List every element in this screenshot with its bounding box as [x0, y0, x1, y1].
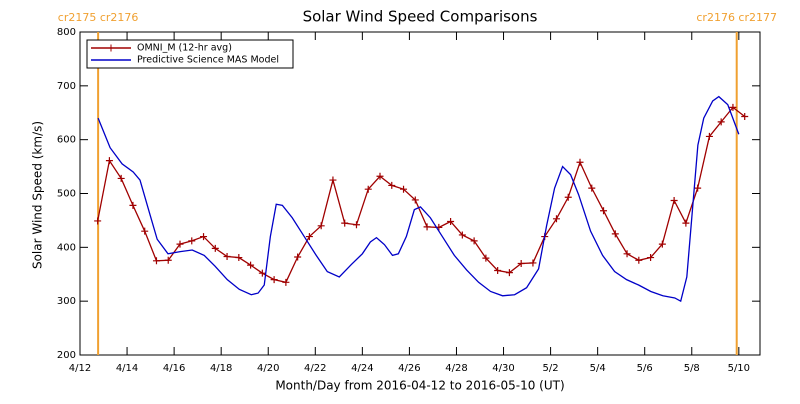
- x-tick-label: 5/6: [637, 363, 653, 374]
- point-marker: [94, 217, 102, 225]
- x-tick-label: 5/8: [684, 363, 700, 374]
- chart-title: Solar Wind Speed Comparisons: [303, 8, 538, 26]
- x-tick-label: 5/4: [590, 363, 606, 374]
- point-marker: [600, 207, 608, 215]
- point-marker: [729, 103, 737, 111]
- y-tick-label: 500: [57, 189, 76, 200]
- y-axis-label: Solar Wind Speed (km/s): [31, 121, 45, 269]
- point-marker: [282, 278, 290, 286]
- point-marker: [352, 221, 360, 229]
- point-marker: [741, 113, 749, 121]
- annotation-label: cr2175 cr2176: [58, 11, 139, 24]
- point-marker: [223, 252, 231, 260]
- point-marker: [364, 185, 372, 193]
- point-marker: [200, 233, 208, 241]
- point-marker: [152, 257, 160, 265]
- point-marker: [529, 259, 537, 267]
- point-marker: [188, 237, 196, 245]
- point-marker: [117, 174, 125, 182]
- point-marker: [647, 254, 655, 262]
- point-marker: [717, 118, 725, 126]
- point-marker: [105, 157, 113, 165]
- point-marker: [317, 222, 325, 230]
- point-marker: [247, 261, 255, 269]
- point-marker: [141, 227, 149, 235]
- point-marker: [376, 172, 384, 180]
- x-tick-label: 5/10: [728, 363, 750, 374]
- point-marker: [411, 196, 419, 204]
- series-line: [97, 106, 746, 284]
- point-marker: [482, 254, 490, 262]
- point-marker: [270, 276, 278, 284]
- point-marker: [588, 184, 596, 192]
- point-marker: [517, 259, 525, 267]
- y-tick-label: 400: [57, 242, 76, 253]
- annotation-label: cr2176 cr2177: [696, 11, 777, 24]
- y-tick-label: 800: [57, 27, 76, 38]
- point-marker: [388, 181, 396, 189]
- y-tick-label: 600: [57, 135, 76, 146]
- point-marker: [682, 219, 690, 227]
- point-marker: [305, 233, 313, 241]
- point-marker: [176, 240, 184, 248]
- point-marker: [694, 184, 702, 192]
- point-marker: [494, 266, 502, 274]
- point-marker: [505, 269, 513, 277]
- point-marker: [400, 185, 408, 193]
- point-marker: [258, 269, 266, 277]
- x-tick-label: 4/22: [304, 363, 326, 374]
- x-tick-label: 4/16: [163, 363, 185, 374]
- y-tick-label: 200: [57, 350, 76, 361]
- x-tick-label: 4/28: [445, 363, 467, 374]
- point-marker: [458, 231, 466, 239]
- legend-box: [86, 39, 294, 69]
- y-tick-label: 300: [57, 296, 76, 307]
- legend-label: OMNI_M (12-hr avg): [137, 43, 232, 54]
- point-marker: [164, 256, 172, 264]
- x-tick-label: 4/14: [116, 363, 138, 374]
- point-marker: [658, 240, 666, 248]
- point-marker: [470, 237, 478, 245]
- point-marker: [611, 230, 619, 238]
- x-tick-label: 5/2: [543, 363, 559, 374]
- point-marker: [423, 223, 431, 231]
- x-tick-label: 4/24: [351, 363, 373, 374]
- point-marker: [564, 193, 572, 201]
- legend-label: Predictive Science MAS Model: [137, 55, 279, 66]
- point-marker: [329, 176, 337, 184]
- point-marker: [211, 244, 219, 252]
- point-marker: [552, 215, 560, 223]
- point-marker: [341, 219, 349, 227]
- point-marker: [623, 250, 631, 258]
- x-tick-label: 4/30: [492, 363, 514, 374]
- x-tick-label: 4/20: [257, 363, 279, 374]
- point-marker: [670, 196, 678, 204]
- point-marker: [235, 254, 243, 262]
- x-tick-label: 4/26: [398, 363, 420, 374]
- point-marker: [635, 256, 643, 264]
- legend-marker: [107, 44, 115, 52]
- point-marker: [294, 253, 302, 261]
- point-marker: [705, 132, 713, 140]
- x-axis-label: Month/Day from 2016-04-12 to 2016-05-10 …: [275, 379, 564, 393]
- point-marker: [129, 201, 137, 209]
- x-tick-label: 4/12: [69, 363, 91, 374]
- point-marker: [447, 217, 455, 225]
- series-line: [97, 95, 740, 303]
- y-tick-label: 700: [57, 81, 76, 92]
- x-tick-label: 4/18: [210, 363, 232, 374]
- point-marker: [576, 158, 584, 166]
